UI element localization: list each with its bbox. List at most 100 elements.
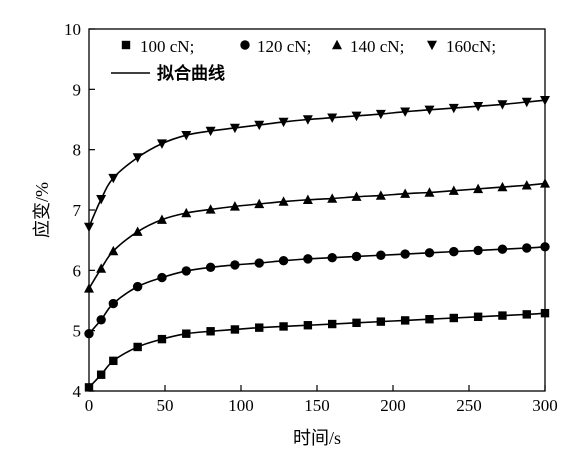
legend-fit-label: 拟合曲线 [157,63,225,83]
data-point-series-4 [351,111,362,122]
data-point-series-2 [540,242,550,252]
data-point-series-3 [424,187,435,197]
data-point-series-4 [278,117,289,128]
data-point-series-2 [327,252,337,263]
fit-curve-series-4 [88,99,546,228]
data-point-series-2 [132,281,143,292]
legend-marker-series-3 [332,39,342,50]
data-point-series-4 [96,194,107,205]
legend-marker-series-1 [121,40,131,50]
legend-label-series-4: 160cN; [446,37,496,56]
data-point-series-4 [132,153,143,163]
fit-curves [88,99,546,388]
data-point-series-4 [156,139,167,149]
data-point-series-3 [96,263,107,273]
y-tick-label: 7 [73,201,82,220]
data-point-series-1 [522,310,531,319]
y-tick-label: 6 [73,261,82,280]
data-point-series-4 [302,115,313,125]
data-point-series-2 [205,262,216,273]
data-point-series-1 [84,383,94,392]
data-point-series-3 [375,190,386,200]
data-point-series-1 [133,342,142,352]
x-axis-label: 时间/s [293,428,341,448]
data-point-series-1 [157,334,167,344]
data-point-series-4 [540,95,550,106]
data-point-series-1 [255,323,264,332]
x-tick-label: 250 [456,396,482,415]
x-tick-label: 300 [532,396,558,415]
plot-frame [88,28,546,392]
data-point-series-1 [328,319,337,329]
y-tick-label: 10 [64,20,81,39]
data-point-series-3 [156,214,167,224]
data-point-series-2 [473,245,483,256]
x-tick-label: 150 [304,396,330,415]
x-tick-label: 50 [157,396,174,415]
data-point-series-4 [254,120,265,131]
x-tick-label: 200 [380,396,406,415]
data-point-series-4 [375,109,386,120]
data-point-series-4 [497,100,508,110]
data-point-series-4 [448,103,459,114]
data-point-series-1 [400,316,410,325]
data-point-series-3 [473,183,484,194]
data-point-series-2 [497,244,508,254]
data-point-series-3 [448,185,459,195]
data-point-series-2 [84,328,94,339]
data-point-series-1 [449,313,458,323]
data-point-series-3 [540,178,550,188]
data-point-series-3 [302,194,313,204]
data-point-series-1 [206,327,215,336]
y-tick-label: 9 [73,80,82,99]
x-tick-label: 100 [228,396,254,415]
data-point-series-4 [229,123,240,134]
data-point-series-1 [279,322,288,331]
data-point-series-2 [424,248,435,258]
data-point-series-4 [424,105,435,116]
data-point-series-3 [497,181,508,192]
data-point-series-2 [181,266,191,276]
data-point-series-3 [278,196,289,206]
data-point-series-2 [400,249,410,259]
data-point-series-2 [96,315,106,325]
data-point-series-1 [96,370,106,379]
data-point-series-1 [303,321,313,330]
data-point-series-1 [352,318,361,328]
data-point-series-4 [521,97,532,108]
data-point-series-2 [449,246,459,257]
fit-curve-series-1 [88,312,546,388]
axis-ticks: 0 50 100 150 200 250 300 4 5 6 7 8 9 10 [64,20,558,415]
data-point-series-3 [400,188,411,198]
data-point-series-2 [157,272,167,283]
data-point-series-4 [205,126,216,137]
data-point-series-3 [254,198,265,209]
data-point-series-4 [181,130,192,141]
legend: 100 cN; 120 cN; 140 cN; 160cN; 拟合曲线 [111,37,496,83]
data-point-series-1 [425,315,434,324]
data-point-series-3 [84,283,94,293]
data-point-series-2 [278,255,289,266]
data-point-series-2 [254,258,264,268]
data-point-series-2 [522,243,532,253]
data-point-series-1 [109,356,118,366]
data-point-series-3 [229,201,240,211]
x-tick-label: 0 [85,396,94,415]
data-point-series-4 [473,102,484,112]
data-point-series-2 [230,260,240,270]
y-tick-label: 5 [73,322,82,341]
data-point-series-3 [327,193,338,203]
data-point-series-3 [351,191,362,201]
data-point-series-4 [84,222,94,233]
y-tick-label: 4 [73,382,82,401]
data-point-series-4 [327,113,338,123]
data-point-series-3 [108,245,119,256]
data-point-series-3 [521,180,532,190]
legend-label-series-3: 140 cN; [350,37,404,56]
data-point-series-3 [132,226,143,236]
data-point-series-4 [400,107,411,117]
data-point-series-1 [230,325,240,334]
legend-label-series-2: 120 cN; [257,37,311,56]
legend-marker-series-2 [240,40,250,50]
fit-curve-series-3 [88,182,546,289]
